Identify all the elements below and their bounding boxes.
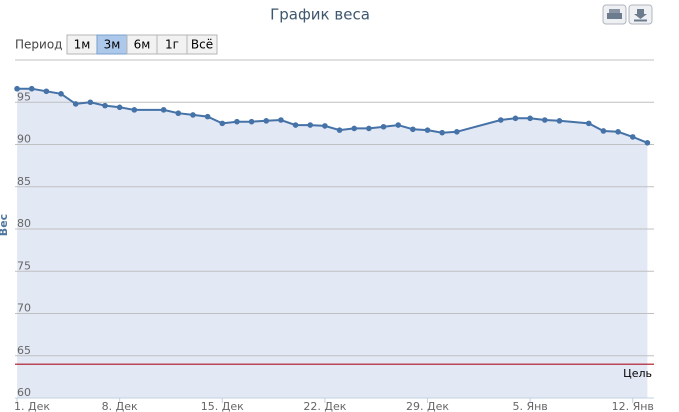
print-button[interactable] <box>602 4 627 25</box>
point <box>204 113 211 120</box>
point <box>87 99 94 106</box>
x-tick-label: 5. Янв <box>512 400 547 412</box>
point <box>234 118 240 125</box>
point <box>454 129 460 135</box>
point <box>190 112 196 118</box>
point <box>219 120 226 127</box>
x-tick-label: 1. Дек <box>14 400 50 412</box>
point <box>72 101 79 107</box>
point <box>43 88 50 95</box>
point <box>512 115 519 122</box>
point <box>410 126 416 133</box>
point <box>395 122 401 128</box>
point <box>28 85 35 92</box>
point <box>131 107 138 113</box>
point <box>307 122 314 128</box>
x-tick-label: 8. Дек <box>102 400 138 412</box>
point <box>336 127 343 133</box>
x-tick-label: 12. Янв <box>612 400 654 412</box>
y-axis-title: Вес <box>0 214 10 236</box>
point <box>351 125 358 132</box>
point <box>160 107 167 113</box>
point <box>292 122 299 128</box>
range-button-label[interactable]: 1г <box>165 38 179 52</box>
point <box>644 140 651 146</box>
point <box>527 115 533 122</box>
y-tick-label: 70 <box>17 302 31 315</box>
download-icon <box>634 9 647 19</box>
point <box>615 129 621 135</box>
x-tick-label: 15. Дек <box>201 400 244 412</box>
point <box>175 110 182 117</box>
point <box>14 85 20 92</box>
point <box>102 102 108 109</box>
download-icon <box>634 19 647 22</box>
y-tick-label: 60 <box>17 386 31 399</box>
point <box>541 117 548 123</box>
x-tick-label: 29. Дек <box>406 400 449 412</box>
print-icon <box>609 9 620 14</box>
range-button-label[interactable]: 6м <box>134 38 151 52</box>
point <box>424 127 431 133</box>
point <box>629 134 636 140</box>
point <box>498 117 504 123</box>
point <box>58 91 64 97</box>
y-tick-label: 95 <box>17 90 31 103</box>
y-tick-label: 65 <box>17 344 31 357</box>
goal-label: Цель <box>623 367 652 380</box>
point <box>439 129 445 136</box>
range-label: Период <box>15 38 62 52</box>
range-button-label[interactable]: Всё <box>191 38 213 52</box>
y-tick-label: 75 <box>17 259 31 272</box>
y-tick-label: 90 <box>17 133 31 146</box>
chart-title: График веса <box>270 6 370 24</box>
area <box>17 88 648 398</box>
x-tick-label: 22. Дек <box>303 400 346 412</box>
y-tick-label: 80 <box>17 217 31 230</box>
point <box>366 125 372 132</box>
range-button-label[interactable]: 1м <box>74 38 91 52</box>
point <box>585 120 592 127</box>
point <box>322 123 328 129</box>
range-button[interactable] <box>186 34 218 55</box>
download-button[interactable] <box>628 4 653 25</box>
print-icon <box>607 13 622 19</box>
range-button-label[interactable]: 3м <box>104 38 121 52</box>
line <box>17 87 648 144</box>
point <box>380 123 387 130</box>
point <box>556 118 563 124</box>
point <box>248 118 255 125</box>
range-buttons: 1м 3м 6м 1г Всё <box>66 34 218 55</box>
plot: 60 65 70 75 80 85 90 95 Цель 1. Дек 8. Дек 15. Дек 2… <box>14 85 654 412</box>
point <box>278 117 284 123</box>
point <box>116 104 123 111</box>
point <box>600 128 607 134</box>
y-tick-label: 85 <box>17 175 31 188</box>
point <box>263 118 270 124</box>
